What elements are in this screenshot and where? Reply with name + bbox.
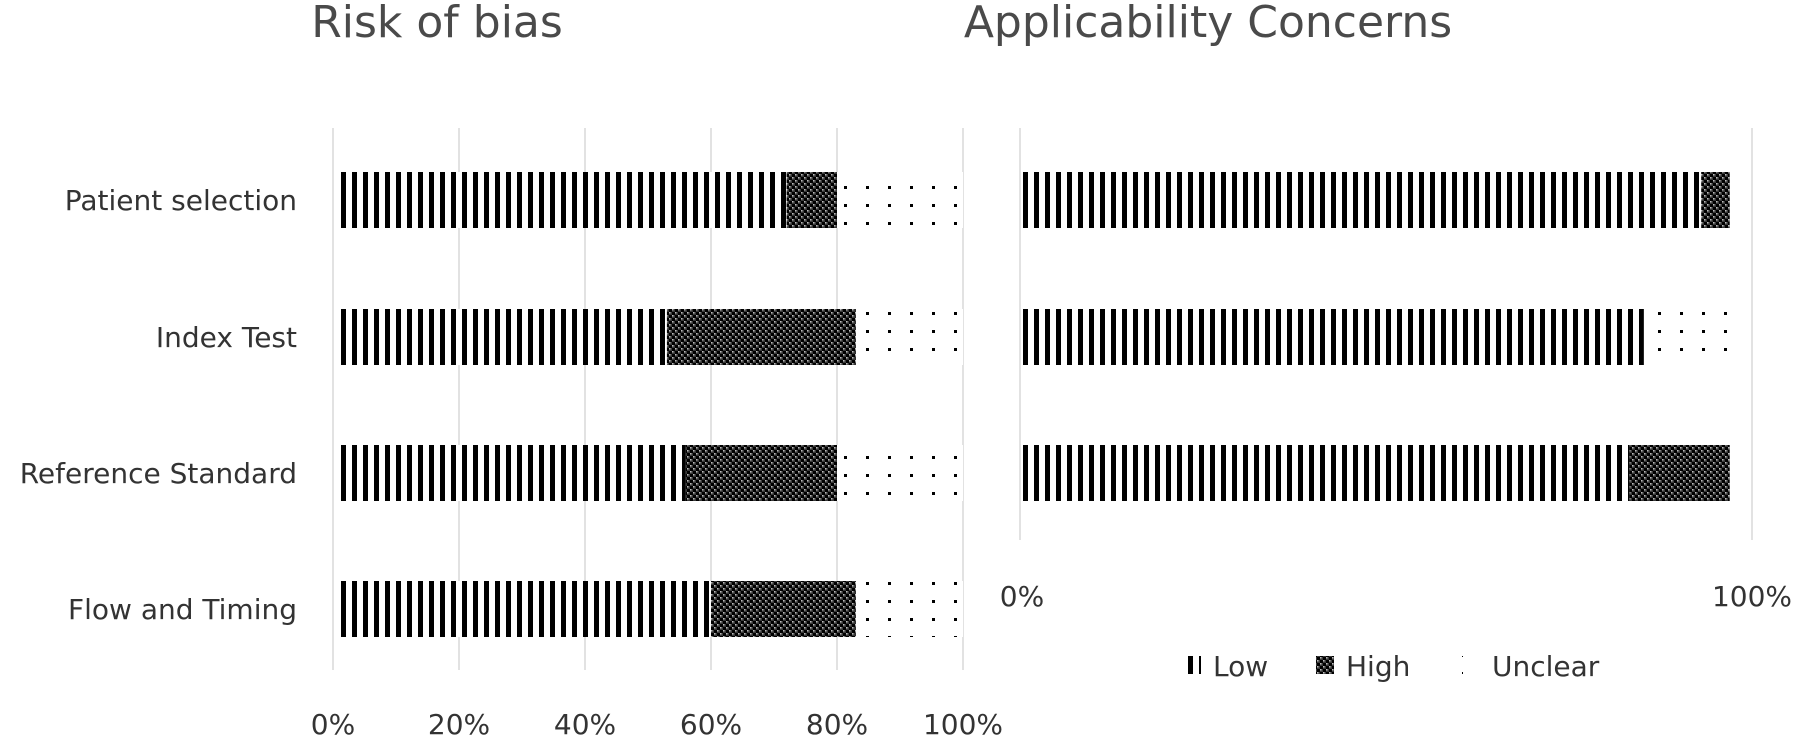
- tick-label: 100%: [923, 708, 1003, 740]
- bar-unclear: [1729, 445, 1737, 501]
- tick-labels: 0% 20% 40% 60% 80% 100%: [311, 708, 1003, 740]
- bars: [339, 172, 963, 637]
- chart-title: Risk of bias: [311, 0, 563, 48]
- bar-unclear: [837, 172, 963, 228]
- bar-unclear: [837, 445, 963, 501]
- legend-item-low: Low: [1183, 650, 1268, 683]
- bar-low: [339, 309, 667, 365]
- bar-high: [1629, 445, 1730, 501]
- category-label: Flow and Timing: [68, 593, 297, 626]
- chart-title: Applicability Concerns: [964, 0, 1452, 48]
- bar-low: [1021, 445, 1630, 501]
- bars: [1021, 172, 1737, 501]
- legend-item-high: High: [1316, 650, 1410, 683]
- tick-label: 0%: [1000, 580, 1044, 613]
- tick-label: 20%: [428, 708, 490, 740]
- bar-unclear: [1729, 172, 1737, 228]
- bar-low: [339, 581, 711, 637]
- bar-low: [339, 172, 787, 228]
- tick-labels: 0% 100%: [1000, 580, 1792, 613]
- bar-unclear: [1643, 309, 1737, 365]
- gridlines: [1019, 128, 1753, 540]
- legend-label: High: [1346, 650, 1410, 683]
- bar-low: [339, 445, 686, 501]
- category-label: Reference Standard: [20, 457, 297, 490]
- tick-label: 0%: [311, 708, 355, 740]
- tick-label: 100%: [1712, 580, 1792, 613]
- bar-low: [1021, 172, 1702, 228]
- category-label: Patient selection: [65, 184, 297, 217]
- legend-label: Low: [1213, 650, 1268, 683]
- bar-high: [666, 309, 856, 365]
- category-labels: Patient selection Index Test Reference Sta…: [20, 184, 297, 626]
- bar-high: [685, 445, 837, 501]
- applicability-concerns-chart: Applicability Concerns 0% 100%: [964, 0, 1792, 613]
- category-label: Index Test: [156, 321, 297, 354]
- legend: Low High Unclear: [1183, 650, 1600, 683]
- bar-low: [1021, 309, 1644, 365]
- legend-item-unclear: Unclear: [1462, 650, 1600, 683]
- tick-label: 80%: [806, 708, 868, 740]
- legend-swatch: [1183, 656, 1201, 674]
- bar-high: [786, 172, 837, 228]
- tick-label: 40%: [554, 708, 616, 740]
- legend-swatch: [1316, 656, 1334, 674]
- bar-high: [1701, 172, 1730, 228]
- legend-label: Unclear: [1492, 650, 1600, 683]
- tick-label: 60%: [680, 708, 742, 740]
- risk-of-bias-chart: Risk of bias Patient selection Index Test…: [20, 0, 1003, 740]
- bar-high: [711, 581, 856, 637]
- bar-unclear: [855, 581, 963, 637]
- bar-unclear: [855, 309, 963, 365]
- legend-swatch: [1462, 656, 1480, 674]
